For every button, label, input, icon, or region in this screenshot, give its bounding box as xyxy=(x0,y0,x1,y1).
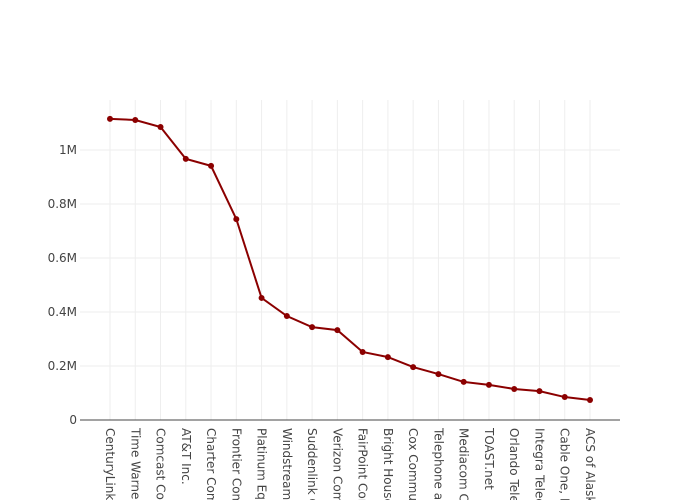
x-tick-label: Charter Com xyxy=(204,428,218,500)
point xyxy=(182,155,189,162)
point xyxy=(233,216,240,223)
x-tick-label: Telephone an xyxy=(431,427,445,500)
x-tick-label: AT&T Inc. xyxy=(179,428,193,485)
y-tick-label: 0.6M xyxy=(48,251,77,265)
x-tick-label: Orlando Tele xyxy=(507,428,521,500)
x-tick-label: ACS of Alask xyxy=(583,428,597,500)
point xyxy=(460,378,467,385)
point xyxy=(410,364,417,371)
point xyxy=(208,162,215,169)
x-tick-label: Comcast Cor xyxy=(154,428,168,500)
x-tick-label: Windstream xyxy=(280,428,294,500)
point xyxy=(132,116,139,123)
x-tick-label: Cable One, In xyxy=(558,428,572,500)
line xyxy=(109,117,591,402)
point xyxy=(384,354,391,361)
point xyxy=(283,313,290,320)
point xyxy=(485,381,492,388)
x-tick-label: Time Warner xyxy=(128,427,142,500)
point xyxy=(359,348,366,355)
point xyxy=(107,115,113,122)
x-tick-label: FairPoint Cor xyxy=(356,428,370,500)
x-tick-label: CenturyLink, xyxy=(103,428,117,500)
x-tick-label: Mediacom C xyxy=(457,428,471,500)
point xyxy=(435,371,442,378)
point xyxy=(309,324,316,331)
x-tick-label: TOAST.net xyxy=(482,427,496,490)
point xyxy=(587,397,593,404)
x-tick-label: Frontier Com xyxy=(229,428,243,500)
x-tick-label: Verizon Com xyxy=(330,428,344,500)
point xyxy=(511,385,518,392)
point xyxy=(334,327,341,334)
x-tick-label: Platinum Equ xyxy=(255,428,269,500)
y-tick-label: 0.4M xyxy=(48,305,77,319)
x-tick-label: Suddenlink C xyxy=(305,428,319,500)
y-tick-label: 0.2M xyxy=(48,359,77,373)
y-tick-label: 1M xyxy=(59,143,77,157)
point xyxy=(157,124,164,131)
y-tick-label: 0 xyxy=(69,413,77,427)
point xyxy=(561,394,568,401)
y-tick-label: 0.8M xyxy=(48,197,77,211)
x-tick-label: Integra Telec xyxy=(532,428,546,500)
point xyxy=(536,388,543,395)
x-tick-label: Cox Commun xyxy=(406,428,420,500)
x-tick-label: Bright House xyxy=(381,428,395,500)
point xyxy=(258,294,265,301)
